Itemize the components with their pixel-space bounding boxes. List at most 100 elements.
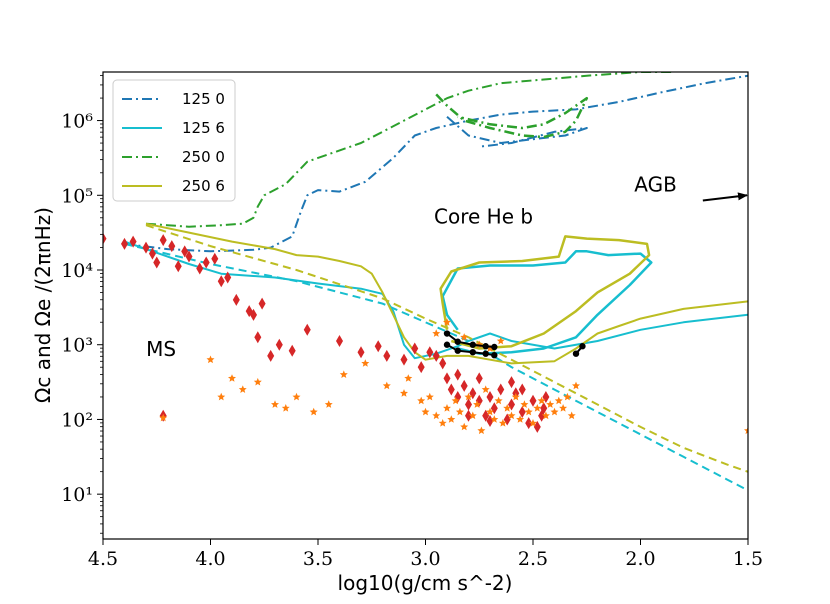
red-diamond-point [103,232,107,245]
orange-star-point [432,411,441,420]
orange-star-point [529,419,537,427]
orange-star-point [541,411,550,420]
orange-star-point [271,400,279,408]
red-diamond-point [224,271,232,284]
orange-star-point [361,359,370,367]
orange-star-point [228,374,236,382]
red-diamond-point [168,240,176,253]
red-diamond-point [411,342,419,355]
black-track-point [454,338,461,345]
red-diamond-point [211,252,219,265]
orange-star-point [744,426,748,435]
y-tick-label: 10² [61,409,93,431]
red-diamond-point [518,383,526,396]
orange-star-point [503,404,512,412]
red-diamond-point [443,372,451,385]
red-diamond-point [267,349,275,362]
orange-star-point [524,407,533,416]
series-layer [124,72,748,492]
black-track-point [443,341,451,348]
red-diamond-point [475,372,483,385]
orange-star-point [516,415,525,423]
x-tick-label: 4.5 [88,548,118,570]
orange-star-point [550,407,559,416]
orange-star-point [292,392,301,401]
orange-star-point [217,392,226,401]
red-diamond-point [121,237,128,250]
orange-star-point [464,392,473,401]
series-line-125-0-loop [446,116,588,148]
red-diamond-point [254,331,262,344]
red-diamond-point [142,241,150,254]
y-tick-label: 10⁶ [61,111,93,133]
scatter-layer [103,232,748,435]
red-diamond-point [529,394,537,407]
red-diamond-point [465,398,472,411]
black-track-point [491,351,498,359]
legend-label-250-6: 250 6 [182,177,225,195]
orange-star-point [309,407,318,416]
black-track-layer [443,330,586,359]
red-diamond-point [497,383,505,396]
orange-star-point [486,344,494,352]
red-diamond-point [153,256,161,269]
red-diamond-point [460,379,468,392]
red-diamond-point [174,260,182,273]
orange-star-point [324,400,333,408]
red-diamond-point [374,340,382,353]
series-line-250-6-loop [439,235,651,350]
series-line-125-6-MS-dashed [124,242,748,492]
orange-star-point [159,413,168,422]
orange-star-point [400,389,408,397]
black-track-point [482,343,489,350]
x-tick-label: 4.0 [195,548,225,570]
orange-star-point [498,419,507,427]
orange-star-point [382,381,391,390]
orange-star-point [417,396,426,405]
series-line-250-6-MS-dashed [145,224,748,473]
orange-star-point [520,400,529,408]
orange-star-point [455,407,464,416]
red-diamond-point [508,376,515,389]
red-diamond-point [288,344,296,357]
orange-star-point [468,411,477,420]
orange-star-point [206,355,215,364]
red-diamond-point [540,402,548,415]
orange-star-point [443,318,451,326]
legend: 125 0 125 6 250 0 250 6 [112,79,236,202]
orange-star-point [339,370,348,378]
orange-star-point [537,396,546,405]
axes-layer: 4.5 4.0 3.5 3.0 2.5 2.0 1.5 10¹ 10² 10³ 10⁴ 10⁵ 10⁶ [61,75,763,570]
red-diamond-point [357,346,365,359]
black-track-point [579,343,586,350]
red-diamond-point [196,262,204,275]
orange-star-point [554,396,563,405]
red-diamond-point [482,409,490,422]
orange-star-point [496,336,505,345]
red-diamond-point [486,391,494,404]
y-tick-label: 10⁵ [61,185,93,207]
red-diamond-point [148,247,156,260]
black-track-point [491,343,498,351]
red-diamond-point [525,417,533,430]
red-diamond-point [250,308,257,321]
orange-star-point [486,407,494,416]
orange-star-point [460,422,469,431]
y-tick-label: 10⁴ [61,260,93,282]
series-line-250-0-loop [435,93,589,139]
agb-arrow [702,192,748,202]
annotation-core-he-b: Core He b [434,205,533,229]
red-diamond-point [486,414,494,427]
orange-star-point [253,377,262,386]
orange-star-point [432,329,441,337]
red-diamond-point [432,349,440,362]
red-diamond-point [400,353,408,366]
orange-star-point [477,426,486,435]
red-diamond-point [439,357,447,370]
orange-star-point [533,404,542,412]
legend-label-250-0: 250 0 [182,148,225,166]
x-tick-label: 3.5 [303,548,333,570]
orange-star-point [507,411,516,420]
red-diamond-point [202,256,210,269]
